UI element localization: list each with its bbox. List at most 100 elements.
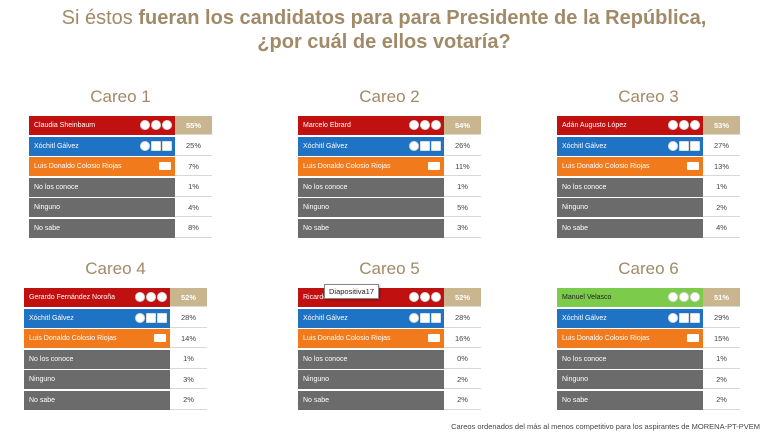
row-value: 27% bbox=[703, 136, 740, 156]
row-value: 2% bbox=[444, 370, 481, 390]
row-label: Xóchitl Gálvez bbox=[24, 308, 170, 328]
row-label: Luis Donaldo Colosio Riojas bbox=[29, 157, 175, 177]
party-logo-icon bbox=[140, 120, 150, 130]
row-value: 28% bbox=[444, 308, 481, 328]
table-row: Xóchitl Gálvez 26% bbox=[298, 136, 481, 156]
party-logo-icon bbox=[690, 292, 700, 302]
row-label-text: Xóchitl Gálvez bbox=[303, 314, 348, 322]
row-label: Xóchitl Gálvez bbox=[29, 136, 175, 156]
party-logo-icon bbox=[135, 292, 145, 302]
row-label: Ninguno bbox=[298, 198, 444, 218]
row-value: 7% bbox=[175, 157, 212, 177]
row-label: Xóchitl Gálvez bbox=[557, 136, 703, 156]
row-value: 3% bbox=[170, 370, 207, 390]
row-label: Xóchitl Gálvez bbox=[298, 308, 444, 328]
party-logos-icon bbox=[409, 292, 441, 302]
row-label-text: Xóchitl Gálvez bbox=[562, 142, 607, 150]
row-value: 51% bbox=[703, 288, 740, 307]
row-value: 25% bbox=[175, 136, 212, 156]
row-label: Adán Augusto López bbox=[557, 116, 703, 135]
table-row: Ninguno 2% bbox=[557, 370, 740, 390]
party-logos-icon bbox=[668, 120, 700, 130]
table-row: Manuel Velasco 51% bbox=[557, 288, 740, 307]
careo-title: Careo 1 bbox=[90, 87, 151, 106]
party-logo-icon bbox=[140, 140, 150, 151]
row-value: 1% bbox=[703, 177, 740, 197]
careo-4: Careo 4 Gerardo Fernández Noroña 52% Xóchit… bbox=[24, 258, 207, 412]
careo-2: Careo 2 Marcelo Ebrard 54% Xóchitl Gálvez 26… bbox=[298, 86, 481, 240]
row-value: 2% bbox=[703, 198, 740, 218]
movimiento-ciudadano-icon bbox=[159, 162, 171, 171]
row-label-text: Claudia Sheinbaum bbox=[34, 122, 96, 129]
careo-1: Careo 1 Claudia Sheinbaum 55% Xóchitl Gálve… bbox=[29, 86, 212, 240]
row-label: No sabe bbox=[24, 390, 170, 410]
row-label: Luis Donaldo Colosio Riojas bbox=[557, 157, 703, 177]
table-row: Xóchitl Gálvez 28% bbox=[24, 308, 207, 328]
row-label-text: Xóchitl Gálvez bbox=[34, 142, 79, 150]
row-label: Luis Donaldo Colosio Riojas bbox=[557, 329, 703, 349]
careo-6: Careo 6 Manuel Velasco 51% Xóchitl Gálvez 29… bbox=[557, 258, 740, 412]
party-logo-icon bbox=[409, 140, 419, 151]
table-row: No sabe 3% bbox=[298, 218, 481, 238]
party-logos-icon bbox=[140, 140, 172, 151]
table-row: No sabe 8% bbox=[29, 218, 212, 238]
party-logos-icon bbox=[409, 120, 441, 130]
title-line2: ¿por cuál de ellos votaría? bbox=[257, 31, 511, 53]
party-logo-icon bbox=[162, 140, 172, 151]
row-label: Ninguno bbox=[557, 198, 703, 218]
row-label-text: Xóchitl Gálvez bbox=[562, 314, 607, 322]
row-label-text: No sabe bbox=[34, 224, 61, 232]
row-label-text: Adán Augusto López bbox=[562, 122, 627, 129]
row-value: 2% bbox=[170, 390, 207, 410]
party-logo-icon bbox=[151, 120, 161, 130]
row-label: Xóchitl Gálvez bbox=[557, 308, 703, 328]
row-value: 14% bbox=[170, 329, 207, 349]
party-logo-icon bbox=[420, 120, 430, 130]
row-label-text: No sabe bbox=[303, 224, 330, 232]
party-logo-icon bbox=[679, 140, 689, 151]
row-label-text: Manuel Velasco bbox=[562, 294, 612, 301]
row-label-text: No sabe bbox=[562, 224, 589, 232]
row-label-text: Ninguno bbox=[29, 376, 56, 384]
table-row: Ninguno 2% bbox=[557, 198, 740, 218]
row-value: 28% bbox=[170, 308, 207, 328]
table-row: No los conoce 1% bbox=[557, 177, 740, 197]
party-logos-icon bbox=[668, 140, 700, 151]
row-label-text: Luis Donaldo Colosio Riojas bbox=[562, 335, 650, 343]
row-label-text: Gerardo Fernández Noroña bbox=[29, 294, 115, 301]
row-label: Ninguno bbox=[24, 370, 170, 390]
row-value: 2% bbox=[444, 390, 481, 410]
movimiento-ciudadano-icon bbox=[428, 162, 440, 171]
row-value: 1% bbox=[175, 177, 212, 197]
row-label: Xóchitl Gálvez bbox=[298, 136, 444, 156]
party-logos-icon bbox=[140, 120, 172, 130]
table-row: No sabe 2% bbox=[298, 390, 481, 410]
table-row: Adán Augusto López 53% bbox=[557, 116, 740, 135]
party-logo-icon bbox=[157, 312, 167, 323]
row-value: 4% bbox=[703, 218, 740, 238]
row-label: Gerardo Fernández Noroña bbox=[24, 288, 170, 307]
row-value: 55% bbox=[175, 116, 212, 135]
table-row: No los conoce 1% bbox=[298, 177, 481, 197]
party-logo-icon bbox=[409, 312, 419, 323]
row-value: 0% bbox=[444, 349, 481, 369]
party-logo-icon bbox=[151, 140, 161, 151]
row-label-text: Marcelo Ebrard bbox=[303, 122, 351, 129]
row-label-text: Ninguno bbox=[562, 204, 589, 212]
row-value: 13% bbox=[703, 157, 740, 177]
row-value: 5% bbox=[444, 198, 481, 218]
party-logo-icon bbox=[431, 140, 441, 151]
row-label-text: Ninguno bbox=[303, 204, 330, 212]
row-value: 29% bbox=[703, 308, 740, 328]
careo-title: Careo 3 bbox=[618, 87, 679, 106]
title-prefix: Si éstos bbox=[61, 7, 139, 29]
row-value: 54% bbox=[444, 116, 481, 135]
row-label-text: Ninguno bbox=[562, 376, 589, 384]
movimiento-ciudadano-icon bbox=[154, 334, 166, 343]
row-label-text: No los conoce bbox=[303, 355, 348, 363]
row-label-text: Xóchitl Gálvez bbox=[29, 314, 74, 322]
party-logo-icon bbox=[679, 312, 689, 323]
row-label-text: No los conoce bbox=[303, 183, 348, 191]
party-logo-icon bbox=[420, 140, 430, 151]
